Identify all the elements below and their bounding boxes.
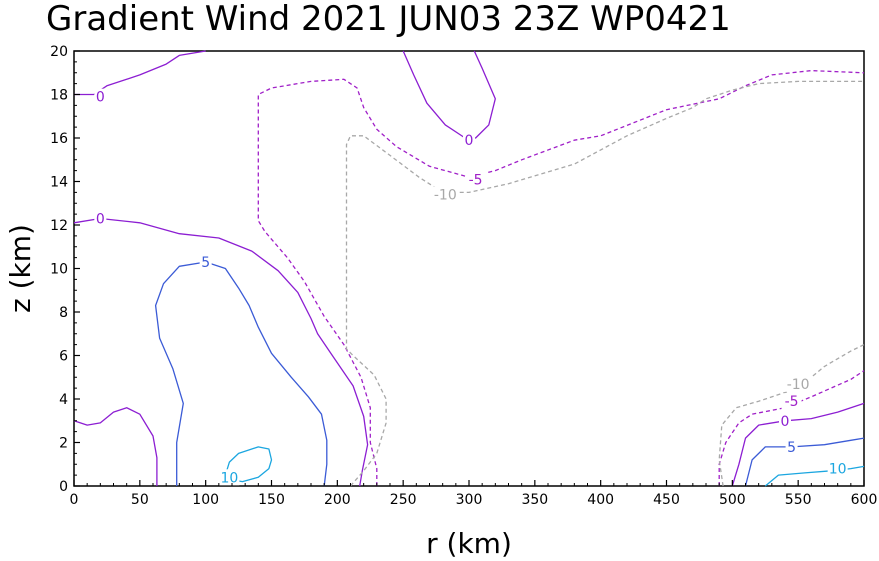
y-tick-label: 12 (50, 218, 68, 234)
y-tick-label: 18 (50, 88, 68, 104)
plot-frame (73, 50, 865, 487)
x-tick-label: 600 (851, 492, 878, 508)
contour-line-neg10-12 (718, 344, 865, 487)
y-tick-label: 8 (59, 305, 68, 321)
x-tick-label: 350 (521, 492, 548, 508)
y-tick-label: 10 (50, 262, 68, 278)
contour-line-0-4 (731, 402, 865, 487)
contour-line-0-1 (402, 50, 496, 139)
contour-label-bg (827, 460, 848, 477)
contour-label-bg (779, 412, 791, 429)
y-tick-label: 4 (59, 392, 68, 408)
contour-label: 5 (787, 440, 796, 456)
x-tick-label: 500 (719, 492, 746, 508)
contour-lines (73, 50, 865, 487)
contour-label: 0 (96, 90, 105, 106)
y-tick-label: 16 (50, 131, 68, 147)
x-tick-label: 150 (258, 492, 285, 508)
x-tick-label: 550 (785, 492, 812, 508)
x-tick-label: 400 (587, 492, 614, 508)
contour-label: 5 (201, 255, 210, 271)
x-tick-label: 450 (653, 492, 680, 508)
contour-label-bg (784, 375, 813, 392)
contour-line-0-3 (73, 407, 158, 486)
contour-label-bg (94, 210, 107, 227)
x-tick-label: 200 (324, 492, 351, 508)
chart-title: Gradient Wind 2021 JUN03 23Z WP0421 (46, 0, 731, 39)
y-axis-ticks: 0 2 4 6 8 10 12 14 16 18 20 (50, 44, 80, 495)
contour-label: -10 (787, 377, 810, 393)
y-tick-label: 2 (59, 436, 68, 452)
y-tick-label: 6 (59, 349, 68, 365)
contour-line-neg5-10 (718, 370, 865, 486)
x-axis-ticks: 0 50 100 150 200 250 300 350 400 450 500 550 600 (70, 480, 878, 508)
contour-line-5-5 (154, 261, 328, 487)
contour-label: 10 (829, 462, 847, 478)
contour-line-neg10-11 (345, 80, 864, 487)
contour-label: -10 (434, 188, 457, 204)
contour-label-bg (199, 253, 212, 270)
contour-label: 0 (96, 211, 105, 227)
contour-label-bg (219, 469, 240, 486)
contour-label: 0 (465, 133, 474, 149)
contour-label-bg (785, 438, 798, 455)
contour-label: -5 (785, 394, 799, 410)
contour-label: 10 (220, 470, 238, 486)
x-tick-label: 50 (131, 492, 149, 508)
y-axis-label: z (km) (4, 224, 37, 313)
contour-line-neg5-9 (257, 69, 865, 486)
contour-label-bg (94, 88, 107, 105)
contour-label-bg (431, 186, 460, 203)
x-tick-label: 100 (192, 492, 219, 508)
contour-line-0-0 (74, 50, 206, 96)
contour-line-0-2 (73, 217, 369, 487)
x-tick-label: 0 (70, 492, 79, 508)
y-tick-label: 20 (50, 44, 68, 60)
contour-line-10-8 (764, 465, 865, 487)
contour-label-bg (463, 132, 475, 149)
contour-label: 0 (781, 414, 790, 430)
y-tick-label: 0 (59, 479, 68, 495)
x-tick-label: 300 (456, 492, 483, 508)
x-axis-label: r (km) (426, 527, 512, 560)
y-tick-label: 14 (50, 175, 68, 191)
contour-label-bg (465, 171, 486, 188)
contour-label: -5 (469, 172, 483, 188)
x-tick-label: 250 (390, 492, 417, 508)
contour-label-bg (781, 393, 802, 410)
